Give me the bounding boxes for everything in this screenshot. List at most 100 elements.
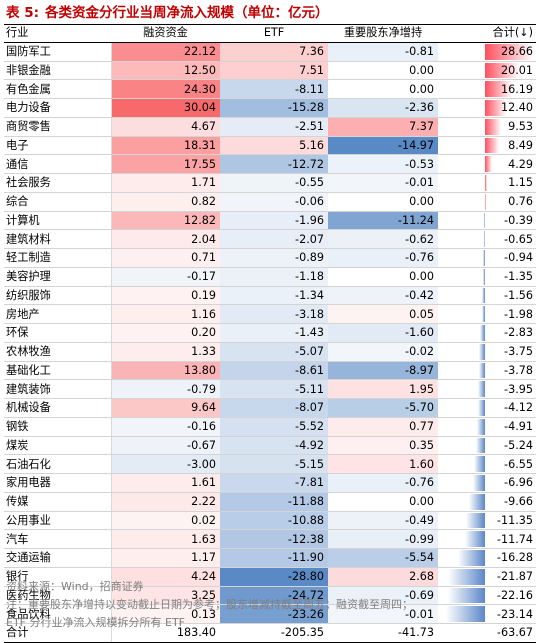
margin-value: 4.67 — [111, 117, 220, 137]
total-number: -6.96 — [504, 476, 533, 490]
table-row: 农林牧渔 1.33 -5.07 -0.02 -3.75 — [4, 342, 536, 362]
table-body: 国防军工 22.12 7.36 -0.81 28.66 非银金融 12.50 7.51 0.00… — [4, 42, 536, 643]
table-row: 房地产 1.16 -3.18 0.05 -1.98 — [4, 304, 536, 324]
etf-value: -5.11 — [220, 379, 328, 399]
total-bar — [478, 381, 485, 397]
total-value: -16.28 — [438, 548, 536, 568]
margin-value: -0.17 — [111, 267, 220, 287]
industry-name: 传媒 — [4, 492, 112, 512]
table-row: 计算机 12.82 -1.96 -11.24 -0.39 — [4, 211, 536, 231]
total-value: -1.35 — [438, 267, 536, 287]
total-bar — [485, 156, 493, 172]
industry-name: 综合 — [4, 192, 112, 212]
total-value: -0.39 — [438, 211, 536, 231]
total-value: -0.94 — [438, 248, 536, 268]
etf-value: -1.43 — [220, 323, 328, 343]
table-row: 传媒 2.22 -11.88 0.00 -9.66 — [4, 492, 536, 512]
total-number: -3.78 — [504, 363, 533, 377]
footnote-1: 注：重要股东净增持以变动截止日期为参考；股东增减持截至周五；融资截至周四； — [6, 598, 413, 611]
etf-value: -11.88 — [220, 492, 328, 512]
table-title-text: 各类资金分行业当周净流入规模（单位：亿元） — [45, 5, 329, 21]
holder-value: 0.00 — [328, 79, 438, 99]
etf-value: -2.07 — [220, 229, 328, 249]
margin-value: 12.50 — [111, 61, 220, 81]
total-number: 0.76 — [508, 195, 533, 209]
holder-value: 0.00 — [328, 267, 438, 287]
table-row: 公用事业 0.02 -10.88 -0.49 -11.35 — [4, 511, 536, 531]
total-value: 0.76 — [438, 192, 536, 212]
industry-name: 纺织服饰 — [4, 286, 112, 306]
holder-value: -1.60 — [328, 323, 438, 343]
total-bar — [485, 81, 513, 97]
etf-value: -5.52 — [220, 417, 328, 437]
margin-value: 30.04 — [111, 98, 220, 118]
total-value: 20.01 — [438, 61, 536, 81]
industry-name: 医药生物 — [4, 586, 112, 606]
margin-value: 1.71 — [111, 173, 220, 193]
holder-value: -0.76 — [328, 248, 438, 268]
holder-value: 0.05 — [328, 304, 438, 324]
margin-value: 24.30 — [111, 79, 220, 99]
margin-value: 13.80 — [111, 361, 220, 381]
etf-value: -1.18 — [220, 267, 328, 287]
table-row: 家用电器 1.61 -7.81 -0.76 -6.96 — [4, 473, 536, 493]
total-number: -11.74 — [496, 532, 533, 546]
table-row: 医药生物 3.25 -24.72 -0.69 -22.16 — [4, 586, 536, 606]
holder-value: -14.97 — [328, 136, 438, 156]
total-value: -23.14 — [438, 604, 536, 624]
table-row: 建筑材料 2.04 -2.07 -0.62 -0.65 — [4, 229, 536, 249]
holder-value: 0.00 — [328, 492, 438, 512]
total-value: 16.19 — [438, 79, 536, 99]
industry-name: 社会服务 — [4, 173, 112, 193]
industry-name: 农林牧渔 — [4, 342, 112, 362]
total-number: -3.95 — [504, 382, 533, 396]
margin-value: -3.00 — [111, 454, 220, 474]
margin-value: 4.24 — [111, 567, 220, 587]
industry-name: 美容护理 — [4, 267, 112, 287]
total-bar — [480, 325, 485, 341]
total-number: -0.94 — [504, 251, 533, 265]
total-number: -21.87 — [496, 570, 533, 584]
etf-value: 7.36 — [220, 42, 328, 62]
table-row: 有色金属 24.30 -8.11 0.00 16.19 — [4, 79, 536, 99]
total-number: 16.19 — [500, 82, 533, 96]
margin-value: 18.31 — [111, 136, 220, 156]
table-row: 环保 0.20 -1.43 -1.60 -2.83 — [4, 323, 536, 343]
industry-name: 轻工制造 — [4, 248, 112, 268]
industry-name: 银行 — [4, 567, 112, 587]
margin-value: 0.20 — [111, 323, 220, 343]
holder-value: -8.97 — [328, 361, 438, 381]
source-note: 资料来源：Wind，招商证券 — [6, 580, 144, 593]
total-number: -23.14 — [496, 607, 533, 621]
total-bar — [483, 250, 485, 266]
total-number: -1.56 — [504, 288, 533, 302]
total-number: -22.16 — [496, 588, 533, 602]
etf-value: -24.72 — [220, 586, 328, 606]
industry-name: 电子 — [4, 136, 112, 156]
table-row: 美容护理 -0.17 -1.18 0.00 -1.35 — [4, 267, 536, 287]
total-bar — [482, 287, 485, 304]
total-number: 1.15 — [508, 176, 533, 190]
total-value: 1.15 — [438, 173, 536, 193]
industry-name: 电力设备 — [4, 98, 112, 118]
holder-value: -0.62 — [328, 229, 438, 249]
holder-value: -0.49 — [328, 511, 438, 531]
total-value: -9.66 — [438, 492, 536, 512]
etf-value: -28.80 — [220, 567, 328, 587]
total-number: -0.39 — [504, 213, 533, 227]
margin-value: 0.71 — [111, 248, 220, 268]
table-row: 煤炭 -0.67 -4.92 0.35 -5.24 — [4, 436, 536, 456]
total-bar — [447, 587, 485, 604]
holder-value: -0.02 — [328, 342, 438, 362]
margin-value: 12.82 — [111, 211, 220, 231]
table-row: 电子 18.31 5.16 -14.97 8.49 — [4, 136, 536, 156]
etf-value: -5.15 — [220, 454, 328, 474]
total-value: -3.78 — [438, 361, 536, 381]
holder-value: -11.24 — [328, 211, 438, 231]
industry-name: 房地产 — [4, 304, 112, 324]
total-number: 8.49 — [508, 138, 533, 152]
total-value: -21.87 — [438, 567, 536, 587]
industry-name: 钢铁 — [4, 417, 112, 437]
total-value: -1.98 — [438, 304, 536, 324]
total-number: -9.66 — [504, 495, 533, 509]
